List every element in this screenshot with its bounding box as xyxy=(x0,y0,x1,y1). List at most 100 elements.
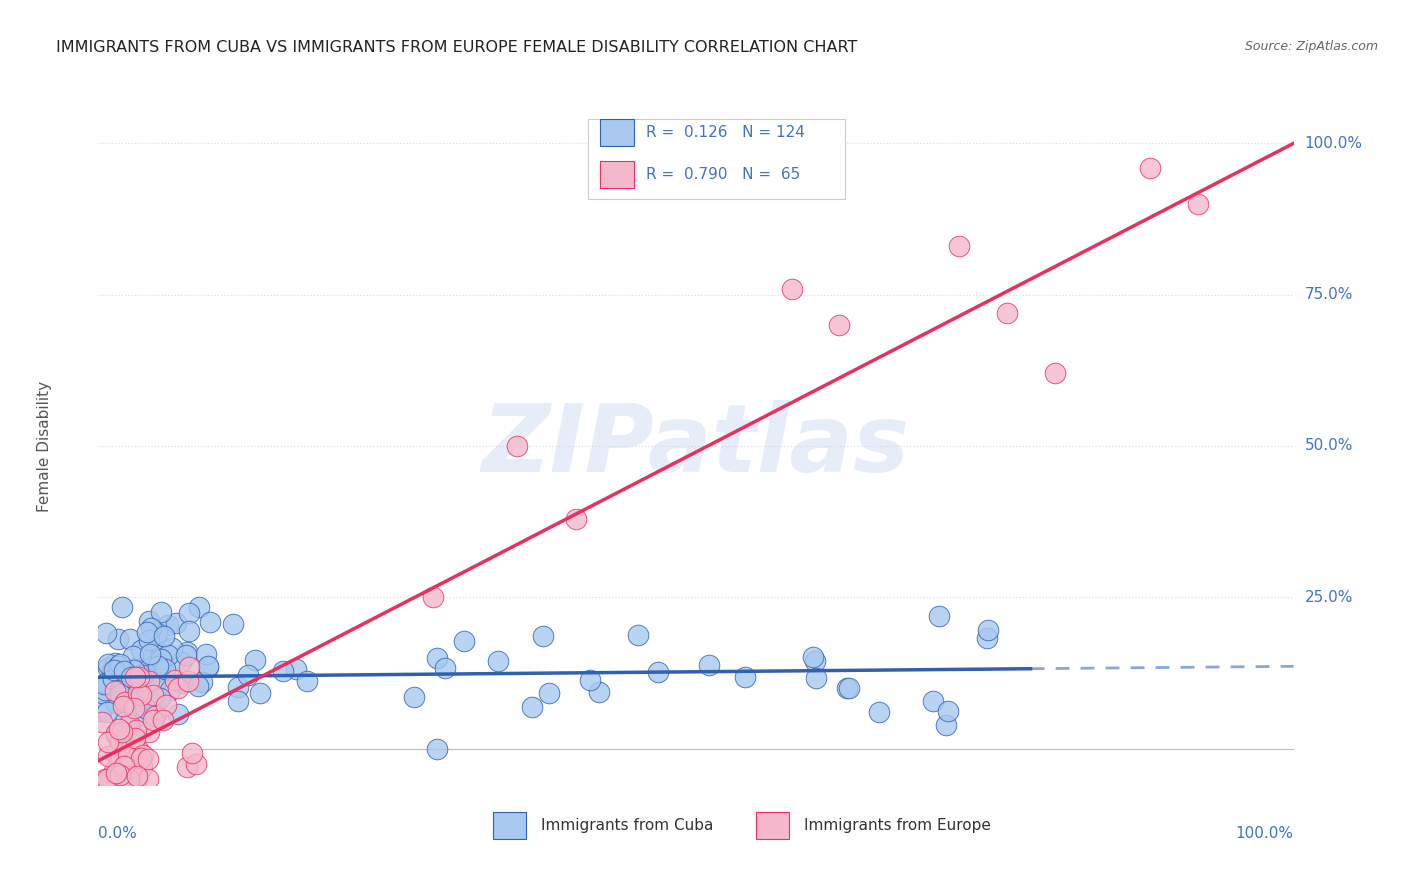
Point xyxy=(105,727,128,741)
Point xyxy=(91,715,114,730)
Point xyxy=(152,713,174,727)
Point xyxy=(426,741,449,756)
Point xyxy=(104,656,127,670)
Point xyxy=(124,661,146,675)
Point xyxy=(139,621,162,635)
Point xyxy=(506,439,529,453)
Point xyxy=(249,686,271,700)
Bar xyxy=(600,120,634,146)
Point xyxy=(1187,197,1209,211)
Point xyxy=(146,658,169,673)
Point xyxy=(110,599,132,614)
Point xyxy=(948,239,970,253)
Point xyxy=(245,653,267,667)
Point xyxy=(97,772,120,786)
Point xyxy=(129,664,152,678)
Point xyxy=(134,712,156,726)
Point xyxy=(190,674,212,689)
Text: 0.0%: 0.0% xyxy=(98,826,138,840)
Point xyxy=(188,600,211,615)
Point xyxy=(197,659,219,673)
Bar xyxy=(756,812,789,839)
Point xyxy=(104,726,127,740)
Point xyxy=(145,691,167,706)
Point xyxy=(122,663,145,677)
Point xyxy=(142,688,165,702)
Point xyxy=(177,606,200,620)
Point xyxy=(91,685,114,699)
Text: 25.0%: 25.0% xyxy=(1305,590,1353,605)
Point xyxy=(153,662,176,676)
Point xyxy=(104,696,127,710)
Point xyxy=(94,772,117,786)
Point xyxy=(103,672,125,686)
Point xyxy=(121,680,143,694)
Point xyxy=(96,706,118,720)
Point xyxy=(129,669,152,683)
Point xyxy=(112,758,135,772)
Point xyxy=(156,648,179,663)
Point xyxy=(486,654,509,668)
Point xyxy=(271,664,294,678)
Point xyxy=(647,665,669,679)
Point xyxy=(177,674,200,689)
Point xyxy=(734,670,756,684)
Point xyxy=(453,634,475,648)
Text: IMMIGRANTS FROM CUBA VS IMMIGRANTS FROM EUROPE FEMALE DISABILITY CORRELATION CHA: IMMIGRANTS FROM CUBA VS IMMIGRANTS FROM … xyxy=(56,40,858,55)
Point xyxy=(170,676,193,690)
Point xyxy=(155,698,177,712)
Point xyxy=(522,699,544,714)
Point xyxy=(132,748,155,763)
Point xyxy=(124,731,146,745)
Text: Source: ZipAtlas.com: Source: ZipAtlas.com xyxy=(1244,40,1378,54)
Point xyxy=(828,318,851,332)
Point xyxy=(1139,161,1161,175)
FancyBboxPatch shape xyxy=(589,119,845,199)
Text: Immigrants from Cuba: Immigrants from Cuba xyxy=(541,818,713,833)
Point xyxy=(422,591,444,605)
Point xyxy=(152,629,174,643)
Point xyxy=(111,699,134,714)
Text: R =  0.790   N =  65: R = 0.790 N = 65 xyxy=(645,168,800,182)
Point xyxy=(111,724,134,739)
Point xyxy=(108,722,131,736)
Point xyxy=(108,687,131,701)
Point xyxy=(138,614,160,628)
Point xyxy=(194,647,217,661)
Point xyxy=(187,679,209,693)
Point xyxy=(141,665,163,679)
Point xyxy=(127,686,149,700)
Point xyxy=(160,641,183,656)
Point xyxy=(538,686,561,700)
Text: R =  0.126   N = 124: R = 0.126 N = 124 xyxy=(645,125,804,140)
Point xyxy=(131,699,153,714)
Point xyxy=(835,681,858,695)
Point xyxy=(134,700,156,714)
Point xyxy=(110,657,132,672)
Point xyxy=(166,681,188,695)
Point xyxy=(104,667,127,681)
Point xyxy=(124,670,146,684)
Point xyxy=(156,617,179,632)
Point xyxy=(1043,367,1066,381)
Point xyxy=(129,689,152,703)
Point xyxy=(626,628,648,642)
Point xyxy=(108,734,131,748)
Bar xyxy=(494,812,526,839)
Point xyxy=(104,684,127,698)
Point xyxy=(138,655,160,669)
Point xyxy=(221,617,243,632)
Point xyxy=(112,665,135,679)
Point xyxy=(226,694,249,708)
Point xyxy=(402,690,425,705)
Point xyxy=(96,626,118,640)
Point xyxy=(122,677,145,691)
Point xyxy=(118,717,141,731)
Point xyxy=(128,670,150,684)
Point xyxy=(285,662,308,676)
Text: 75.0%: 75.0% xyxy=(1305,287,1353,302)
Point xyxy=(131,760,153,774)
Point xyxy=(177,660,200,674)
Point xyxy=(936,704,959,718)
Point xyxy=(176,648,198,662)
